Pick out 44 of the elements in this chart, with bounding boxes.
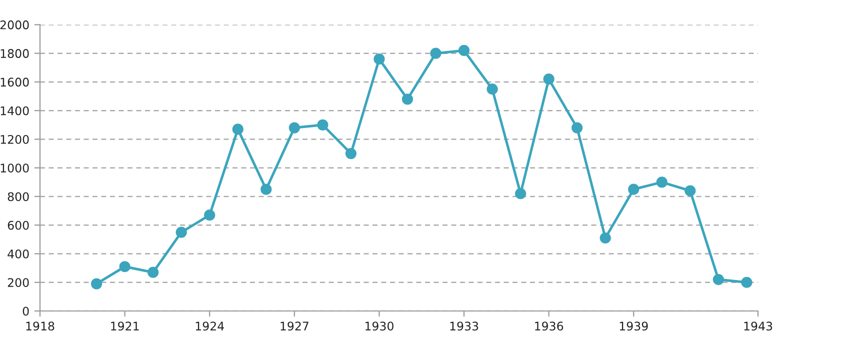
point <box>628 184 640 195</box>
x-tick-label: 1936 <box>535 322 564 331</box>
y-tick-label: 1000 <box>0 164 29 173</box>
point <box>317 119 328 130</box>
point <box>402 94 414 105</box>
point <box>204 210 216 221</box>
point <box>684 185 696 196</box>
point <box>119 261 130 272</box>
point <box>741 276 752 288</box>
point <box>600 232 611 244</box>
point <box>176 226 187 238</box>
point <box>712 274 724 286</box>
y-tick-label: 800 <box>8 192 29 202</box>
point <box>543 74 554 85</box>
point <box>514 188 526 200</box>
x-tick-label: 1921 <box>111 322 139 331</box>
point <box>374 54 385 65</box>
x-tick-label: 1933 <box>450 322 478 331</box>
x-tick-label: 1930 <box>365 322 394 331</box>
y-tick-label: 1800 <box>0 49 29 58</box>
point <box>458 44 470 56</box>
y-tick-label: 2000 <box>0 20 29 30</box>
point <box>148 266 159 278</box>
point <box>90 278 102 290</box>
point <box>345 148 356 160</box>
y-tick-label: 600 <box>8 220 29 230</box>
y-tick-label: 1400 <box>0 106 29 116</box>
y-tick-label: 400 <box>8 249 29 258</box>
point <box>232 124 244 135</box>
point <box>486 84 498 95</box>
x-tick-label: 1939 <box>620 322 648 331</box>
point <box>656 176 668 188</box>
y-tick-label: 200 <box>8 278 29 288</box>
y-tick-label: 1600 <box>0 78 29 87</box>
x-tick-label: 1927 <box>280 322 308 331</box>
point <box>288 122 300 134</box>
point <box>260 184 272 195</box>
y-tick-label: 0 <box>22 306 29 316</box>
x-tick-label: 1924 <box>196 322 224 331</box>
x-tick-label: 1943 <box>744 322 772 331</box>
point <box>430 48 442 59</box>
point <box>572 122 583 134</box>
y-tick-label: 1200 <box>0 134 29 144</box>
x-tick-label: 1918 <box>26 322 54 331</box>
